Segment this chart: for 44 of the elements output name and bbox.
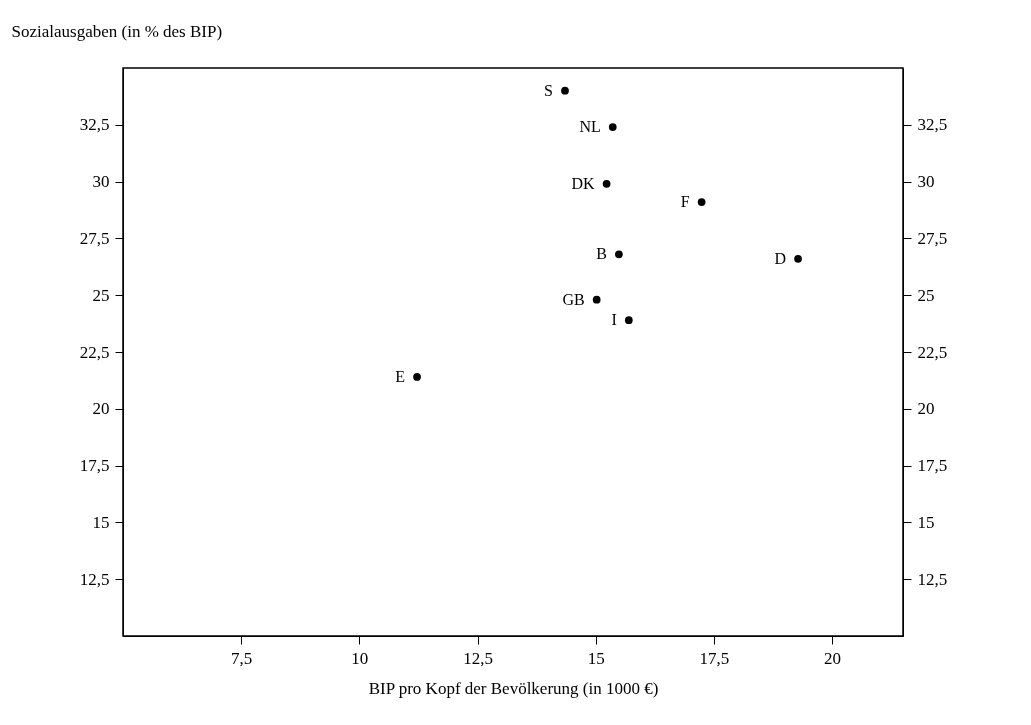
series-label: F [680, 193, 690, 211]
point [615, 250, 623, 259]
point [413, 373, 421, 381]
series-label: NL [579, 118, 601, 136]
y-tick-label: 15 [92, 512, 110, 532]
y2-tick-label: 30 [917, 172, 935, 192]
y2-tick-label: 25 [917, 285, 935, 305]
y-tick-label: 22,5 [79, 342, 110, 362]
y-tick-label: 30 [92, 172, 110, 192]
point [608, 123, 617, 131]
series-label: S [544, 81, 553, 99]
x-tick-label: 10 [351, 648, 369, 668]
x-tick-label: 20 [824, 648, 842, 668]
x-tick-label: 17,5 [699, 648, 730, 668]
series-label: I [611, 311, 617, 329]
series-label: B [596, 245, 607, 263]
y2-tick-label: 22,5 [917, 342, 948, 362]
series-label: GB [562, 290, 585, 308]
point [794, 254, 802, 263]
x-tick-label: 12,5 [463, 648, 493, 668]
point [592, 295, 601, 304]
y2-tick-label: 15 [917, 512, 935, 532]
y-tick-label: 20 [92, 399, 110, 419]
y-tick-label: 32,5 [79, 115, 110, 135]
y2-tick-label: 27,5 [917, 228, 948, 248]
point [561, 86, 569, 95]
y-tick-label: 17,5 [79, 456, 110, 476]
y2-tick-label: 17,5 [917, 456, 948, 476]
x-axis-title: BIP pro Kopf der Bevölkerung (in 1000 €) [368, 678, 659, 698]
y-tick-label: 25 [92, 285, 110, 305]
point [697, 198, 706, 206]
y-tick-label: 27,5 [79, 228, 110, 248]
point [624, 316, 633, 325]
series-label: DK [571, 174, 596, 192]
x-tick-label: 7,5 [231, 648, 253, 668]
y2-tick-label: 20 [917, 399, 935, 419]
y2-tick-label: 12,5 [917, 569, 948, 589]
y-axis-title: Sozialausgaben (in % des BIP) [11, 21, 223, 41]
series-label: E [395, 367, 406, 385]
y-tick-label: 12,5 [79, 569, 110, 589]
y2-tick-label: 32,5 [917, 115, 948, 135]
x-tick-label: 15 [587, 648, 605, 668]
series-label: D [774, 249, 787, 267]
point [602, 180, 611, 188]
